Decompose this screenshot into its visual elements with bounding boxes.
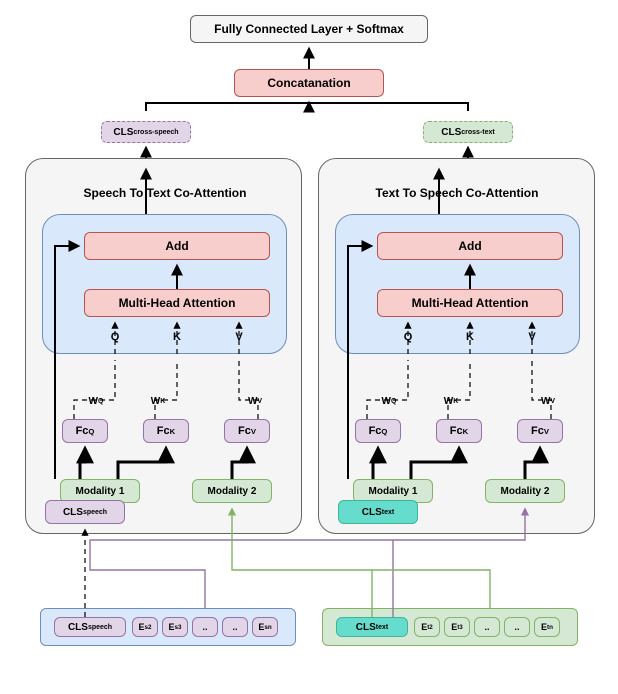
left_wq-sub: Q	[98, 398, 103, 405]
seq_s3-sub: s3	[175, 624, 182, 631]
left_fck: FcK	[143, 419, 189, 443]
seq_sd1: ..	[192, 617, 218, 637]
cls_cross_text-sub: cross-text	[461, 129, 494, 136]
right_fcv-label: Fc	[531, 425, 544, 437]
concat: Concatanation	[234, 69, 384, 97]
seq_cls_speech-label: CLS	[68, 622, 88, 633]
seq_t2-sub: t2	[427, 624, 433, 631]
seq_cls_speech: CLSspeech	[54, 617, 126, 637]
seq_sn: Esn	[252, 617, 278, 637]
left_wk-sub: K	[160, 398, 165, 405]
seq_t3-sub: t3	[457, 624, 463, 631]
right_fck-label: Fc	[450, 425, 463, 437]
right_mha: Multi-Head Attention	[377, 289, 563, 317]
left_wk-label: W	[151, 396, 160, 407]
right_wq-sub: Q	[391, 398, 396, 405]
right_q: Q	[401, 330, 415, 344]
left_wq: WQ	[84, 394, 108, 408]
right_mod2: Modality 2	[485, 479, 565, 503]
seq_tn: Etn	[534, 617, 560, 637]
right_wk: WK	[439, 394, 463, 408]
left_fck-label: Fc	[157, 425, 170, 437]
right_k: K	[463, 330, 477, 344]
left_wk: WK	[146, 394, 170, 408]
left_fcv-sub: V	[251, 427, 256, 436]
right_cls_text-label: CLS	[362, 507, 382, 518]
right_fcv-sub: V	[544, 427, 549, 436]
right_fcq-label: Fc	[369, 425, 382, 437]
right_wk-sub: K	[453, 398, 458, 405]
left_fcq-sub: Q	[88, 427, 94, 436]
left_k: K	[170, 330, 184, 344]
left_mha: Multi-Head Attention	[84, 289, 270, 317]
right_fck: FcK	[436, 419, 482, 443]
left_wv-sub: V	[257, 398, 262, 405]
seq_t3: Et3	[444, 617, 470, 637]
seq_t2: Et2	[414, 617, 440, 637]
cls_cross_speech-sub: cross-speech	[133, 129, 178, 136]
right_title: Text To Speech Co-Attention	[352, 184, 562, 202]
seq_s3: Es3	[162, 617, 188, 637]
seq_cls_text-sub: text	[376, 624, 388, 631]
edge	[146, 103, 468, 111]
left_fcq: FcQ	[62, 419, 108, 443]
cls_cross_text: CLScross-text	[423, 121, 513, 143]
left_fcq-label: Fc	[76, 425, 89, 437]
left_fcv: FcV	[224, 419, 270, 443]
seq_tn-sub: tn	[547, 624, 553, 631]
right_add: Add	[377, 232, 563, 260]
left_v: V	[232, 330, 246, 344]
right_cls_text-sub: text	[382, 509, 394, 516]
right_wv: WV	[536, 394, 560, 408]
seq_cls_speech-sub: speech	[88, 624, 112, 631]
seq_td1: ..	[474, 617, 500, 637]
left_add: Add	[84, 232, 270, 260]
seq_sn-sub: sn	[264, 624, 271, 631]
seq_s2-sub: s2	[145, 624, 152, 631]
seq_sd2: ..	[222, 617, 248, 637]
right_wv-sub: V	[550, 398, 555, 405]
left_cls_speech-sub: speech	[83, 509, 107, 516]
left_wq-label: W	[89, 396, 98, 407]
cls_cross_speech: CLScross-speech	[101, 121, 191, 143]
left_wv-label: W	[248, 396, 257, 407]
seq_cls_text-label: CLS	[356, 622, 376, 633]
seq_cls_text: CLStext	[336, 617, 408, 637]
left_q: Q	[108, 330, 122, 344]
right_wq-label: W	[382, 396, 391, 407]
right_fcq: FcQ	[355, 419, 401, 443]
cls_cross_speech-label: CLS	[113, 127, 133, 138]
right_wv-label: W	[541, 396, 550, 407]
right_cls_text: CLStext	[338, 500, 418, 524]
right_fcq-sub: Q	[381, 427, 387, 436]
right_v: V	[525, 330, 539, 344]
left_cls_speech: CLSspeech	[45, 500, 125, 524]
fc_softmax: Fully Connected Layer + Softmax	[190, 15, 428, 43]
cls_cross_text-label: CLS	[441, 127, 461, 138]
left_fck-sub: K	[170, 427, 176, 436]
left_wv: WV	[243, 394, 267, 408]
right_wq: WQ	[377, 394, 401, 408]
left_mod2: Modality 2	[192, 479, 272, 503]
seq_s2: Es2	[132, 617, 158, 637]
left_cls_speech-label: CLS	[63, 507, 83, 518]
left_title: Speech To Text Co-Attention	[60, 184, 270, 202]
seq_td2: ..	[504, 617, 530, 637]
right_fck-sub: K	[463, 427, 469, 436]
right_fcv: FcV	[517, 419, 563, 443]
left_fcv-label: Fc	[238, 425, 251, 437]
right_wk-label: W	[444, 396, 453, 407]
